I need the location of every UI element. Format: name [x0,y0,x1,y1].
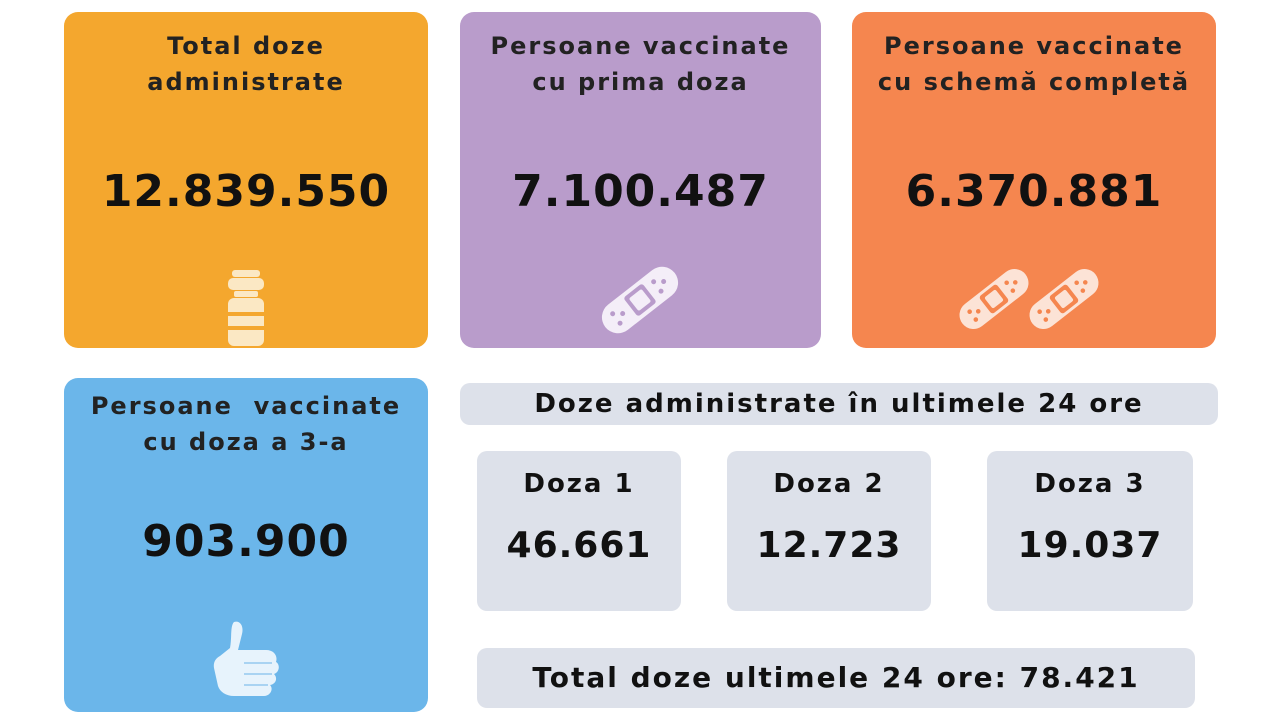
dose-2-card: Doza 2 12.723 [727,451,931,611]
first-dose-card: Persoane vaccinate cu prima doza 7.100.4… [460,12,821,348]
dose-1-label: Doza 1 [523,469,635,499]
complete-scheme-title: Persoane vaccinate cu schemă completă [877,32,1191,96]
dose-2-label: Doza 2 [773,469,885,499]
total-doses-title: Total doze administrate [147,32,345,96]
third-dose-value: 903.900 [142,516,350,567]
first-dose-value: 7.100.487 [512,166,769,217]
dose-2-value: 12.723 [756,525,902,566]
last-24h-header: Doze administrate în ultimele 24 ore [460,383,1218,425]
first-dose-title: Persoane vaccinate cu prima doza [490,32,791,96]
thumbs-up-icon [213,621,279,696]
third-dose-title: Persoane vaccinate cu doza a 3-a [90,392,402,456]
two-bandages-icon [959,268,1099,330]
third-dose-card: Persoane vaccinate cu doza a 3-a 903.900 [64,378,428,712]
total-doses-value: 12.839.550 [101,166,391,217]
dose-3-label: Doza 3 [1034,469,1146,499]
complete-scheme-card: Persoane vaccinate cu schemă completă 6.… [852,12,1216,348]
dose-3-card: Doza 3 19.037 [987,451,1193,611]
bandage-icon [601,266,679,334]
dose-1-value: 46.661 [506,525,652,566]
dose-1-card: Doza 1 46.661 [477,451,681,611]
dose-3-value: 19.037 [1017,525,1163,566]
complete-scheme-value: 6.370.881 [905,166,1163,217]
total-doses-card: Total doze administrate 12.839.550 [64,12,428,348]
vaccine-vial-icon [228,270,264,346]
total-last-24h: Total doze ultimele 24 ore: 78.421 [477,648,1195,708]
